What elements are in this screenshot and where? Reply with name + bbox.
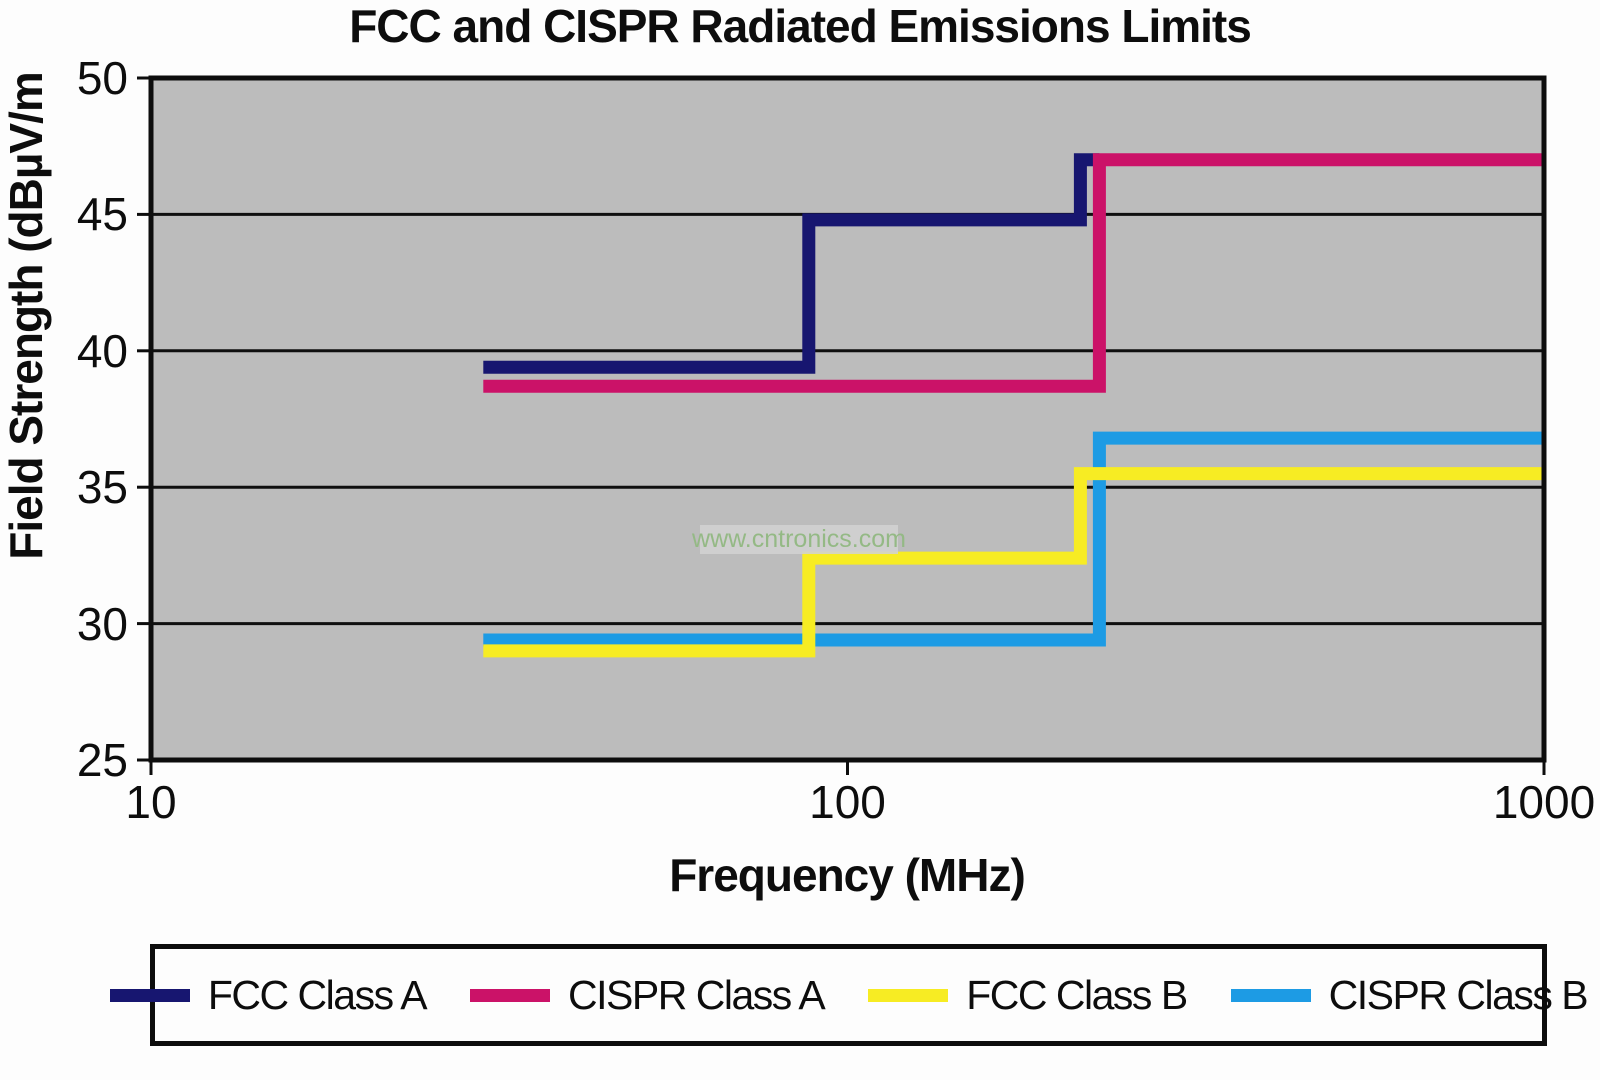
legend-swatch-cispr-class-a [470,988,551,1002]
x-tick-label-1000: 1000 [1492,776,1596,828]
legend-swatch-cispr-class-b [1230,988,1311,1002]
legend-item-fcc-class-a: FCC Class A [109,971,428,1019]
y-tick-label-40: 40 [76,324,128,377]
y-tick-label-45: 45 [76,188,128,241]
legend-label-cispr-class-a: CISPR Class A [568,971,826,1018]
legend-label-cispr-class-b: CISPR Class B [1328,971,1589,1018]
series-line-fcc-class-b [483,467,1544,658]
x-tick-label-10: 10 [125,776,177,828]
legend: FCC Class A CISPR Class A FCC Class B CI… [109,944,1589,1046]
legend-item-fcc-class-b: FCC Class B [868,971,1188,1019]
series-line-cispr-class-b [483,431,1544,647]
y-tick-label-25: 25 [76,734,128,786]
watermark-text: www.cntronics.com [691,525,906,553]
legend-swatch-fcc-class-a [109,988,190,1002]
series-line-fcc-class-a [483,153,1100,374]
y-tick-label-35: 35 [76,461,128,514]
x-tick-label-100: 100 [809,776,886,828]
plot-background [151,78,1544,760]
chart-title: FCC and CISPR Radiated Emissions Limits [349,0,1252,52]
legend-label-fcc-class-b: FCC Class B [966,971,1188,1018]
series-line-cispr-class-a [483,153,1544,393]
y-tick-label-30: 30 [76,597,128,650]
watermark-box [700,525,898,554]
legend-item-cispr-class-a: CISPR Class A [470,971,826,1019]
legend-item-cispr-class-b: CISPR Class B [1230,971,1589,1019]
y-tick-label-50: 50 [76,52,128,104]
legend-label-fcc-class-a: FCC Class A [207,971,428,1018]
plot-frame [148,75,1547,763]
legend-swatch-fcc-class-b [868,988,949,1002]
x-axis-title: Frequency (MHz) [669,849,1026,901]
